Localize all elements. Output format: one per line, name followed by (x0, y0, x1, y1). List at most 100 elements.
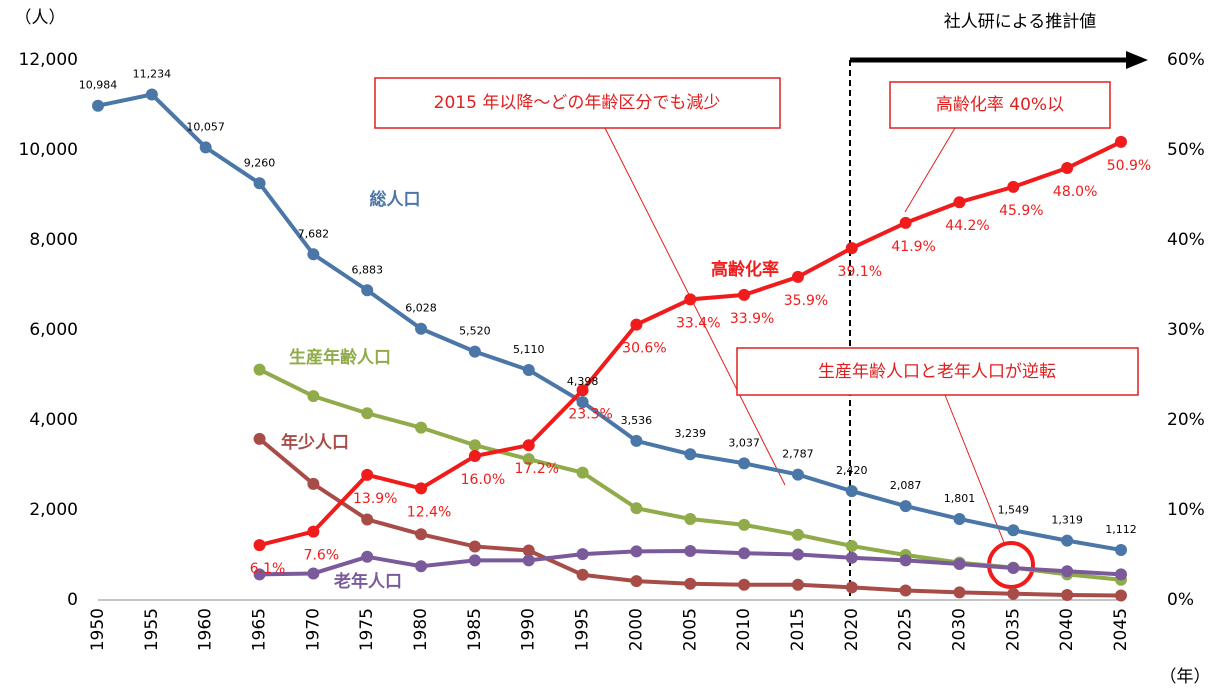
point (1061, 565, 1074, 578)
arrow-head (1126, 51, 1148, 69)
data-label: 9,260 (244, 156, 276, 169)
data-label: 3,239 (675, 427, 707, 440)
point (253, 363, 266, 376)
y-axis-label: （人） (15, 8, 66, 28)
data-label: 2,787 (782, 448, 814, 461)
data-label: 35.9% (784, 293, 828, 309)
data-label: 12.4% (407, 504, 451, 520)
series-name: 総人口 (370, 189, 421, 210)
callout-line (904, 127, 956, 213)
point (738, 578, 751, 591)
point (415, 322, 428, 335)
point (468, 450, 481, 462)
point (630, 545, 643, 558)
data-label: 6,883 (351, 263, 383, 276)
point (1007, 524, 1020, 537)
point (415, 528, 428, 541)
point (361, 407, 374, 420)
x-axis-label: （年） (1160, 667, 1211, 687)
point (576, 568, 589, 581)
point (361, 550, 374, 563)
x-tick-label: 2040 (1057, 608, 1077, 651)
data-label: 45.9% (999, 203, 1043, 219)
point (953, 586, 966, 599)
point (845, 242, 858, 255)
point (791, 270, 804, 283)
point (253, 568, 266, 581)
data-label: 41.9% (891, 239, 935, 255)
point (738, 457, 751, 470)
data-label: 10,984 (79, 79, 118, 92)
point (845, 485, 858, 498)
data-label: 23.3% (568, 406, 612, 422)
data-label: 2,087 (890, 479, 922, 492)
data-label: 5,520 (459, 325, 491, 338)
y2-tick-label: 20% (1167, 410, 1205, 430)
data-label: 33.9% (730, 311, 774, 327)
point (522, 453, 535, 466)
x-tick-label: 2035 (1003, 608, 1023, 651)
data-label: 7,682 (298, 227, 330, 240)
callout-box (736, 347, 1139, 396)
series-name: 年少人口 (281, 432, 349, 453)
point (253, 539, 266, 552)
point (684, 544, 697, 557)
point (791, 578, 804, 591)
x-tick-label: 1980 (411, 608, 431, 651)
series-name: 生産年齢人口 (289, 347, 391, 368)
x-tick-label: 1960 (196, 608, 216, 651)
point (738, 518, 751, 531)
x-tick-label: 2005 (680, 608, 700, 651)
point (845, 540, 858, 552)
y2-tick-label: 30% (1167, 320, 1205, 340)
point (899, 584, 912, 597)
data-label: 11,234 (133, 67, 172, 80)
point (576, 466, 589, 479)
y-tick-label: 8,000 (29, 230, 78, 250)
point (307, 390, 320, 403)
point (253, 432, 266, 445)
point (953, 558, 966, 570)
y-tick-label: 2,000 (29, 500, 78, 520)
point (1007, 587, 1020, 600)
y-tick-label: 4,000 (29, 410, 78, 430)
point (468, 439, 481, 452)
x-tick-label: 2015 (788, 608, 808, 651)
point (953, 512, 966, 525)
point (468, 345, 481, 358)
point (522, 364, 535, 377)
point (738, 547, 751, 560)
data-label: 5,110 (513, 343, 545, 356)
data-label: 3,536 (621, 414, 653, 427)
data-label: 1,549 (998, 503, 1030, 516)
point (92, 99, 104, 112)
y-tick-label: 6,000 (29, 320, 78, 340)
x-tick-label: 1950 (88, 608, 108, 651)
x-tick-label: 1985 (465, 608, 485, 651)
point (307, 525, 320, 538)
data-label: 6.1% (250, 561, 286, 577)
point (576, 548, 589, 561)
point (361, 468, 374, 481)
y2-tick-label: 0% (1167, 590, 1194, 610)
data-label: 50.9% (1107, 158, 1151, 174)
series-name: 高齢化率 (711, 259, 779, 280)
point (899, 554, 912, 567)
data-label: 3,037 (728, 436, 760, 449)
data-label: 17.2% (514, 461, 558, 477)
callout-line (944, 394, 1006, 546)
x-tick-label: 2000 (626, 608, 646, 651)
point (1061, 589, 1074, 602)
point (145, 88, 158, 101)
callout-text: 高齢化率 40%以 (936, 95, 1064, 115)
point (522, 439, 535, 452)
y-tick-label: 10,000 (19, 140, 78, 160)
y2-tick-label: 50% (1167, 140, 1205, 160)
data-label: 48.0% (1053, 184, 1097, 200)
point (1115, 568, 1127, 581)
point (684, 448, 697, 461)
forecast-note: 社人研による推計値 (944, 12, 1097, 32)
point (307, 477, 320, 490)
data-label: 10,057 (186, 120, 225, 133)
